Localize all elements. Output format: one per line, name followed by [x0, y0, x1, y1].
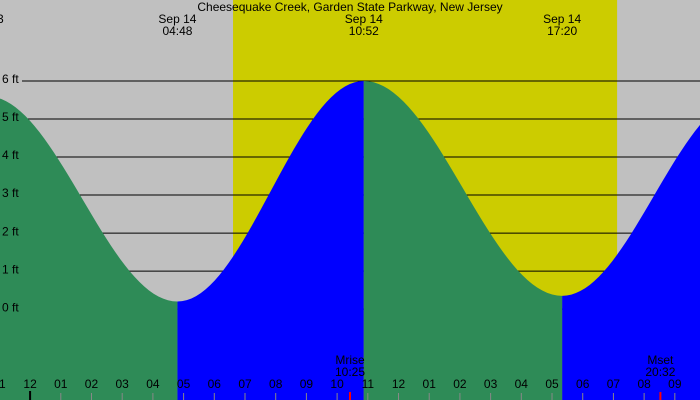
x-tick-label: 12 [392, 377, 406, 391]
x-tick-label: 08 [269, 377, 283, 391]
y-tick-label: 2 ft [2, 224, 19, 238]
x-tick-label: 07 [238, 377, 252, 391]
y-tick-label: 4 ft [2, 148, 19, 162]
x-tick-label: 11 [362, 377, 375, 391]
y-tick-label: 3 ft [2, 186, 19, 200]
x-tick-label: 09 [668, 377, 682, 391]
y-tick-label: 5 ft [2, 110, 19, 124]
moon-name: Mset [647, 353, 674, 367]
tide-area [0, 98, 178, 400]
tide-area [177, 80, 364, 400]
event-time: 10:52 [349, 24, 379, 38]
x-tick-label: 02 [453, 377, 467, 391]
x-tick-label: 04 [146, 377, 160, 391]
tide-area [562, 124, 700, 400]
x-tick-label: 05 [545, 377, 559, 391]
x-tick-label: 01 [423, 377, 437, 391]
moon-time: 10:25 [335, 365, 365, 379]
y-tick-label: 0 ft [2, 300, 19, 314]
x-tick-label: 06 [576, 377, 590, 391]
x-tick-label: 11 [0, 377, 6, 391]
event-time: 04:48 [162, 24, 192, 38]
y-tick-label: 6 ft [2, 72, 19, 86]
moon-time: 20:32 [645, 365, 675, 379]
x-tick-label: 03 [116, 377, 130, 391]
x-tick-label: 07 [607, 377, 621, 391]
x-tick-label: 01 [54, 377, 68, 391]
event-date: Sep 14 [158, 12, 196, 26]
tide-area [363, 80, 563, 400]
event-date: Sep 14 [345, 12, 383, 26]
x-tick-label: 12 [23, 377, 37, 391]
x-tick-label: 03 [484, 377, 498, 391]
event-time: 17:20 [547, 24, 577, 38]
y-tick-label: 1 ft [2, 262, 19, 276]
event-date: Sep 14 [543, 12, 581, 26]
x-tick-label: 04 [515, 377, 529, 391]
x-tick-label: 06 [208, 377, 222, 391]
x-tick-label: 05 [177, 377, 191, 391]
chart-title: Cheesequake Creek, Garden State Parkway,… [197, 0, 502, 14]
cut-label: 3 [0, 12, 4, 26]
x-tick-label: 08 [637, 377, 651, 391]
x-tick-label: 02 [85, 377, 99, 391]
x-tick-label: 09 [300, 377, 314, 391]
moon-name: Mrise [335, 353, 365, 367]
x-tick-label: 10 [330, 377, 344, 391]
